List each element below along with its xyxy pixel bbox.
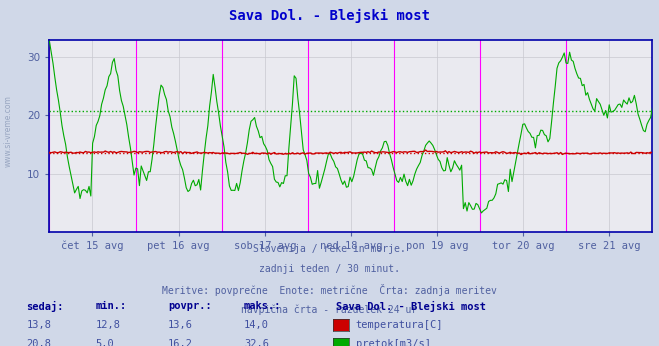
- Text: 32,6: 32,6: [244, 339, 269, 346]
- Text: 13,6: 13,6: [168, 320, 193, 330]
- Text: 12,8: 12,8: [96, 320, 121, 330]
- Text: temperatura[C]: temperatura[C]: [356, 320, 444, 330]
- Text: 14,0: 14,0: [244, 320, 269, 330]
- Text: 5,0: 5,0: [96, 339, 114, 346]
- Text: min.:: min.:: [96, 301, 127, 311]
- Text: sedaj:: sedaj:: [26, 301, 64, 312]
- Text: pretok[m3/s]: pretok[m3/s]: [356, 339, 431, 346]
- Text: maks.:: maks.:: [244, 301, 281, 311]
- Text: Meritve: povprečne  Enote: metrične  Črta: zadnja meritev: Meritve: povprečne Enote: metrične Črta:…: [162, 284, 497, 296]
- Text: www.si-vreme.com: www.si-vreme.com: [4, 95, 13, 167]
- Text: 20,8: 20,8: [26, 339, 51, 346]
- Text: Sava Dol. - Blejski most: Sava Dol. - Blejski most: [336, 301, 486, 312]
- Text: povpr.:: povpr.:: [168, 301, 212, 311]
- Text: 16,2: 16,2: [168, 339, 193, 346]
- Text: zadnji teden / 30 minut.: zadnji teden / 30 minut.: [259, 264, 400, 274]
- Text: 13,8: 13,8: [26, 320, 51, 330]
- Text: Sava Dol. - Blejski most: Sava Dol. - Blejski most: [229, 9, 430, 22]
- Text: navpična črta - razdelek 24 ur: navpična črta - razdelek 24 ur: [241, 304, 418, 315]
- Text: Slovenija / reke in morje.: Slovenija / reke in morje.: [253, 244, 406, 254]
